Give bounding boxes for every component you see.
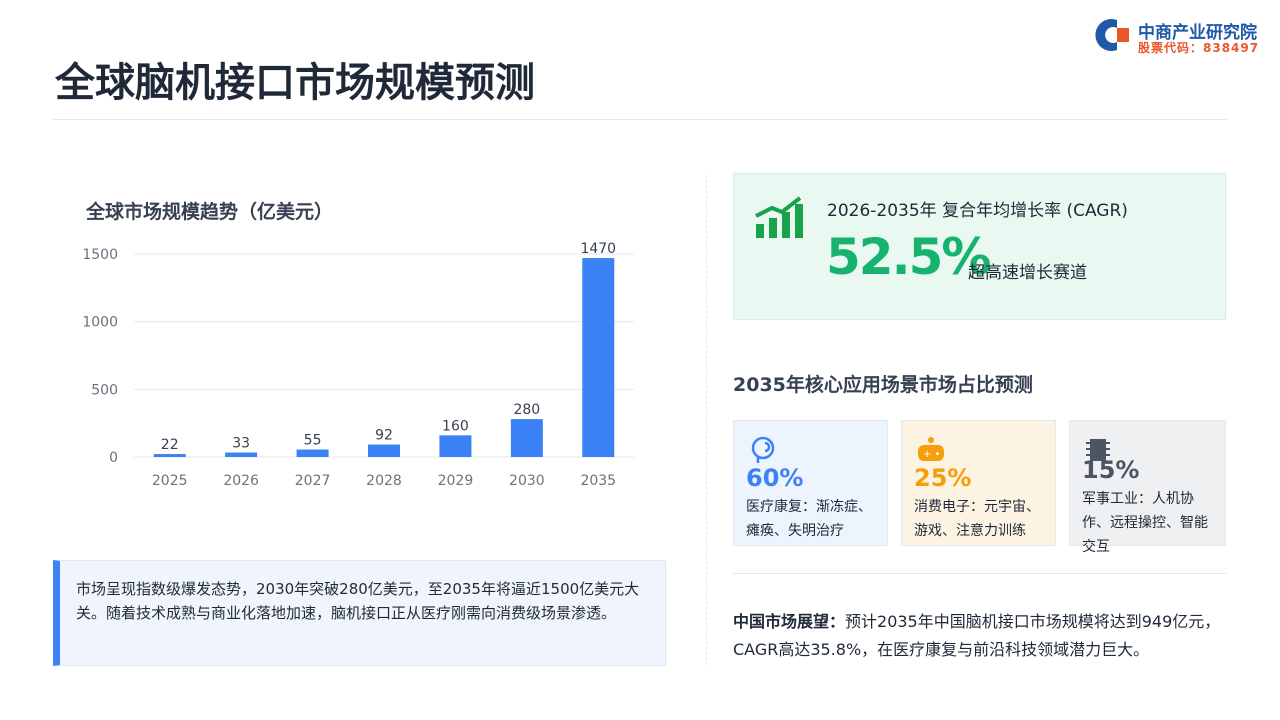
x-tick-label: 2030 bbox=[509, 473, 545, 489]
divider bbox=[733, 573, 1226, 574]
share-label: 医疗康复：渐冻症、瘫痪、失明治疗 bbox=[746, 499, 872, 539]
x-tick-label: 2026 bbox=[223, 473, 259, 489]
cagr-box bbox=[733, 173, 1226, 320]
value-label: 55 bbox=[304, 433, 322, 449]
bar bbox=[153, 454, 186, 457]
y-tick-label: 1500 bbox=[82, 247, 118, 263]
cagr-value: 52.5% bbox=[826, 228, 991, 286]
divider bbox=[706, 175, 707, 665]
chart: 全球市场规模趋势（亿美元） 0 500 1000 1500 2025 22 2026 33 20… bbox=[82, 200, 634, 489]
svg-text:+ •: + • bbox=[923, 449, 940, 460]
bar bbox=[368, 444, 400, 457]
bar bbox=[510, 419, 543, 457]
summary: 市场呈现指数级爆发态势，2030年突破280亿美元，至2035年将逼近1500亿… bbox=[53, 560, 666, 666]
chart-title: 全球市场规模趋势（亿美元） bbox=[85, 200, 333, 223]
value-label: 160 bbox=[442, 418, 469, 434]
x-tick-label: 2028 bbox=[366, 473, 402, 489]
value-label: 22 bbox=[161, 437, 179, 453]
page-title: 全球脑机接口市场规模预测 bbox=[55, 60, 535, 106]
share-label: 消费电子：元宇宙、游戏、注意力训练 bbox=[914, 499, 1040, 539]
value-label: 280 bbox=[513, 402, 540, 418]
logo-icon bbox=[1095, 19, 1129, 51]
value-label: 33 bbox=[232, 436, 250, 452]
share-card: 15% 军事工业：人机协作、远程操控、智能交互 bbox=[1069, 420, 1226, 555]
x-tick-label: 2029 bbox=[438, 473, 474, 489]
share-title: 2035年核心应用场景市场占比预测 bbox=[733, 374, 1033, 396]
x-tick-label: 2025 bbox=[152, 473, 188, 489]
share-value: 60% bbox=[746, 464, 804, 492]
cagr-note: 超高速增长赛道 bbox=[968, 263, 1087, 283]
share-card: 60% 医疗康复：渐冻症、瘫痪、失明治疗 bbox=[733, 420, 888, 546]
value-label: 92 bbox=[375, 428, 393, 444]
share-card: + • 25% 消费电子：元宇宙、游戏、注意力训练 bbox=[901, 420, 1056, 546]
growth-icon bbox=[755, 196, 803, 238]
cagr-label: 2026-2035年 复合年均增长率 (CAGR) bbox=[827, 201, 1128, 221]
x-tick-label: 2027 bbox=[295, 473, 331, 489]
bar bbox=[225, 452, 258, 457]
bar bbox=[296, 449, 329, 457]
china-outlook: 中国市场展望：预计2035年中国脑机接口市场规模将达到949亿元，CAGR高达3… bbox=[733, 608, 1233, 664]
share-label: 军事工业：人机协作、远程操控、智能交互 bbox=[1082, 491, 1208, 555]
bar bbox=[582, 258, 615, 457]
value-label: 1470 bbox=[580, 241, 616, 257]
bar bbox=[439, 435, 472, 457]
x-tick-label: 2035 bbox=[580, 473, 616, 489]
china-text: 预计2035年中国脑机接口市场规模将达到949亿元，CAGR高达35.8%，在医… bbox=[733, 612, 1221, 659]
divider bbox=[53, 119, 1227, 120]
brain-icon bbox=[751, 436, 775, 463]
y-tick-label: 0 bbox=[109, 450, 118, 466]
logo-code: 股票代码：838497 bbox=[1138, 41, 1260, 55]
china-label: 中国市场展望： bbox=[733, 612, 846, 631]
share-value: 25% bbox=[914, 464, 972, 492]
logo-name: 中商产业研究院 bbox=[1138, 23, 1257, 43]
gamepad-icon: + • bbox=[918, 437, 944, 461]
y-tick-label: 1000 bbox=[82, 315, 118, 331]
chip-icon bbox=[1086, 439, 1110, 461]
y-tick-label: 500 bbox=[91, 382, 118, 398]
